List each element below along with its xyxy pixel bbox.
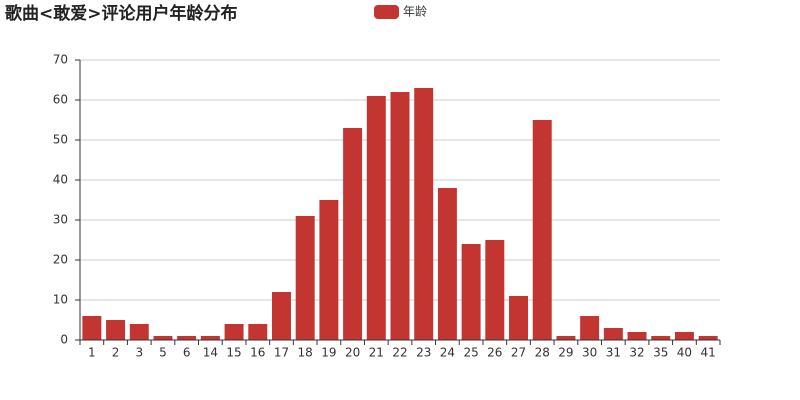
legend-label[interactable]: 年龄	[403, 5, 427, 19]
x-tick-label: 1	[88, 346, 96, 360]
bar	[319, 200, 339, 340]
x-tick-label: 41	[701, 346, 716, 360]
bar	[224, 324, 244, 340]
x-tick-label: 24	[440, 346, 455, 360]
bar	[485, 240, 505, 340]
x-tick-label: 26	[487, 346, 502, 360]
bar	[603, 328, 623, 340]
x-tick-label: 19	[321, 346, 336, 360]
bar	[366, 96, 386, 340]
y-tick-label: 50	[53, 133, 68, 147]
bar	[129, 324, 149, 340]
bar	[177, 336, 197, 340]
x-tick-label: 22	[392, 346, 407, 360]
x-tick-label: 21	[369, 346, 384, 360]
x-tick-label: 25	[463, 346, 478, 360]
x-tick-label: 18	[298, 346, 313, 360]
bar	[532, 120, 552, 340]
bar	[200, 336, 220, 340]
x-tick-label: 31	[606, 346, 621, 360]
x-tick-label: 29	[558, 346, 573, 360]
y-tick-label: 0	[60, 333, 68, 347]
x-tick-label: 20	[345, 346, 360, 360]
bar	[509, 296, 528, 340]
x-tick-label: 23	[416, 346, 431, 360]
x-tick-label: 5	[159, 346, 167, 360]
bar	[556, 336, 576, 340]
bar	[437, 188, 457, 340]
bar	[580, 316, 600, 340]
x-tick-label: 14	[203, 346, 218, 360]
x-tick-label: 6	[183, 346, 191, 360]
bar	[461, 244, 481, 340]
x-tick-label: 2	[112, 346, 120, 360]
y-tick-label: 40	[53, 173, 68, 187]
bar	[343, 128, 363, 340]
bar	[390, 92, 410, 340]
bar	[153, 336, 173, 340]
x-tick-label: 32	[629, 346, 644, 360]
x-tick-label: 16	[250, 346, 265, 360]
y-tick-label: 20	[53, 253, 68, 267]
bar	[248, 324, 268, 340]
y-tick-label: 70	[53, 53, 68, 67]
y-tick-label: 30	[53, 213, 68, 227]
legend-swatch[interactable]	[374, 5, 399, 19]
bar	[414, 88, 434, 340]
x-tick-label: 30	[582, 346, 597, 360]
bar	[295, 216, 315, 340]
y-tick-label: 10	[53, 293, 68, 307]
x-tick-label: 15	[226, 346, 241, 360]
bar	[272, 292, 291, 340]
bar	[674, 332, 694, 340]
bar	[698, 336, 718, 340]
bar	[627, 332, 647, 340]
x-tick-label: 27	[511, 346, 526, 360]
x-tick-label: 35	[653, 346, 668, 360]
x-tick-label: 28	[535, 346, 550, 360]
x-tick-label: 40	[677, 346, 692, 360]
bar	[651, 336, 671, 340]
bar	[106, 320, 126, 340]
x-tick-label: 17	[274, 346, 289, 360]
bar	[82, 316, 102, 340]
x-tick-label: 3	[135, 346, 143, 360]
y-tick-label: 60	[53, 93, 68, 107]
chart-title: 歌曲<敢爱>评论用户年龄分布	[5, 3, 238, 24]
